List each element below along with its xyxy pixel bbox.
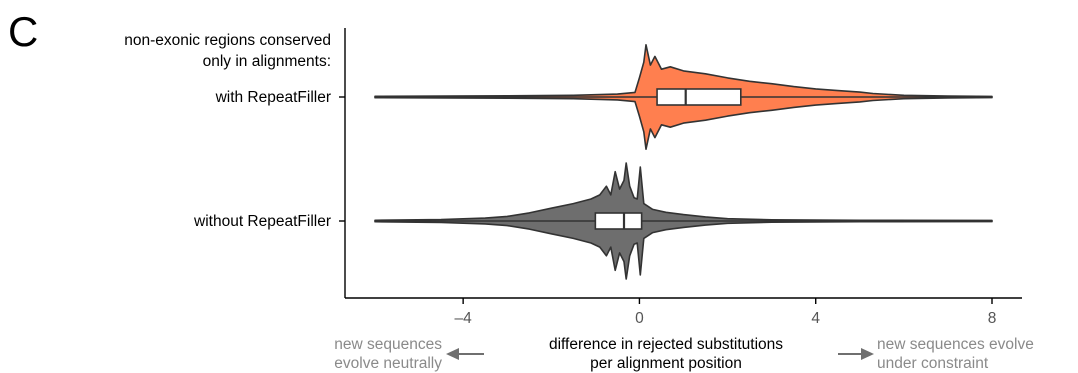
x-axis-label-line-2: per alignment position [590,355,742,372]
panel-label: C [8,8,38,55]
box-iqr [656,88,742,106]
x-ticks: –4 0 4 8 [455,298,997,327]
y-ticks: with RepeatFiller without RepeatFiller [193,89,345,230]
y-tick-label: with RepeatFiller [215,89,331,106]
group-header-line-1: non-exonic regions conserved [124,32,331,49]
y-tick-label: without RepeatFiller [193,213,331,230]
x-tick-label: 4 [811,310,820,327]
x-tick-label: 8 [988,310,997,327]
left-arrow-icon [446,348,484,360]
right-arrow-icon [838,348,874,360]
left-annotation-line-1: new sequences [334,336,442,353]
x-axis-label-line-1: difference in rejected substitutions [549,336,783,353]
right-annotation-line-2: under constraint [877,355,989,372]
box-iqr [594,212,643,230]
x-tick-label: –4 [455,310,473,327]
plot-area [374,44,993,280]
group-header-line-2: only in alignments: [203,53,331,70]
right-annotation-line-1: new sequences evolve [877,336,1034,353]
x-tick-label: 0 [635,310,644,327]
left-annotation-line-2: evolve neutrally [334,355,442,372]
